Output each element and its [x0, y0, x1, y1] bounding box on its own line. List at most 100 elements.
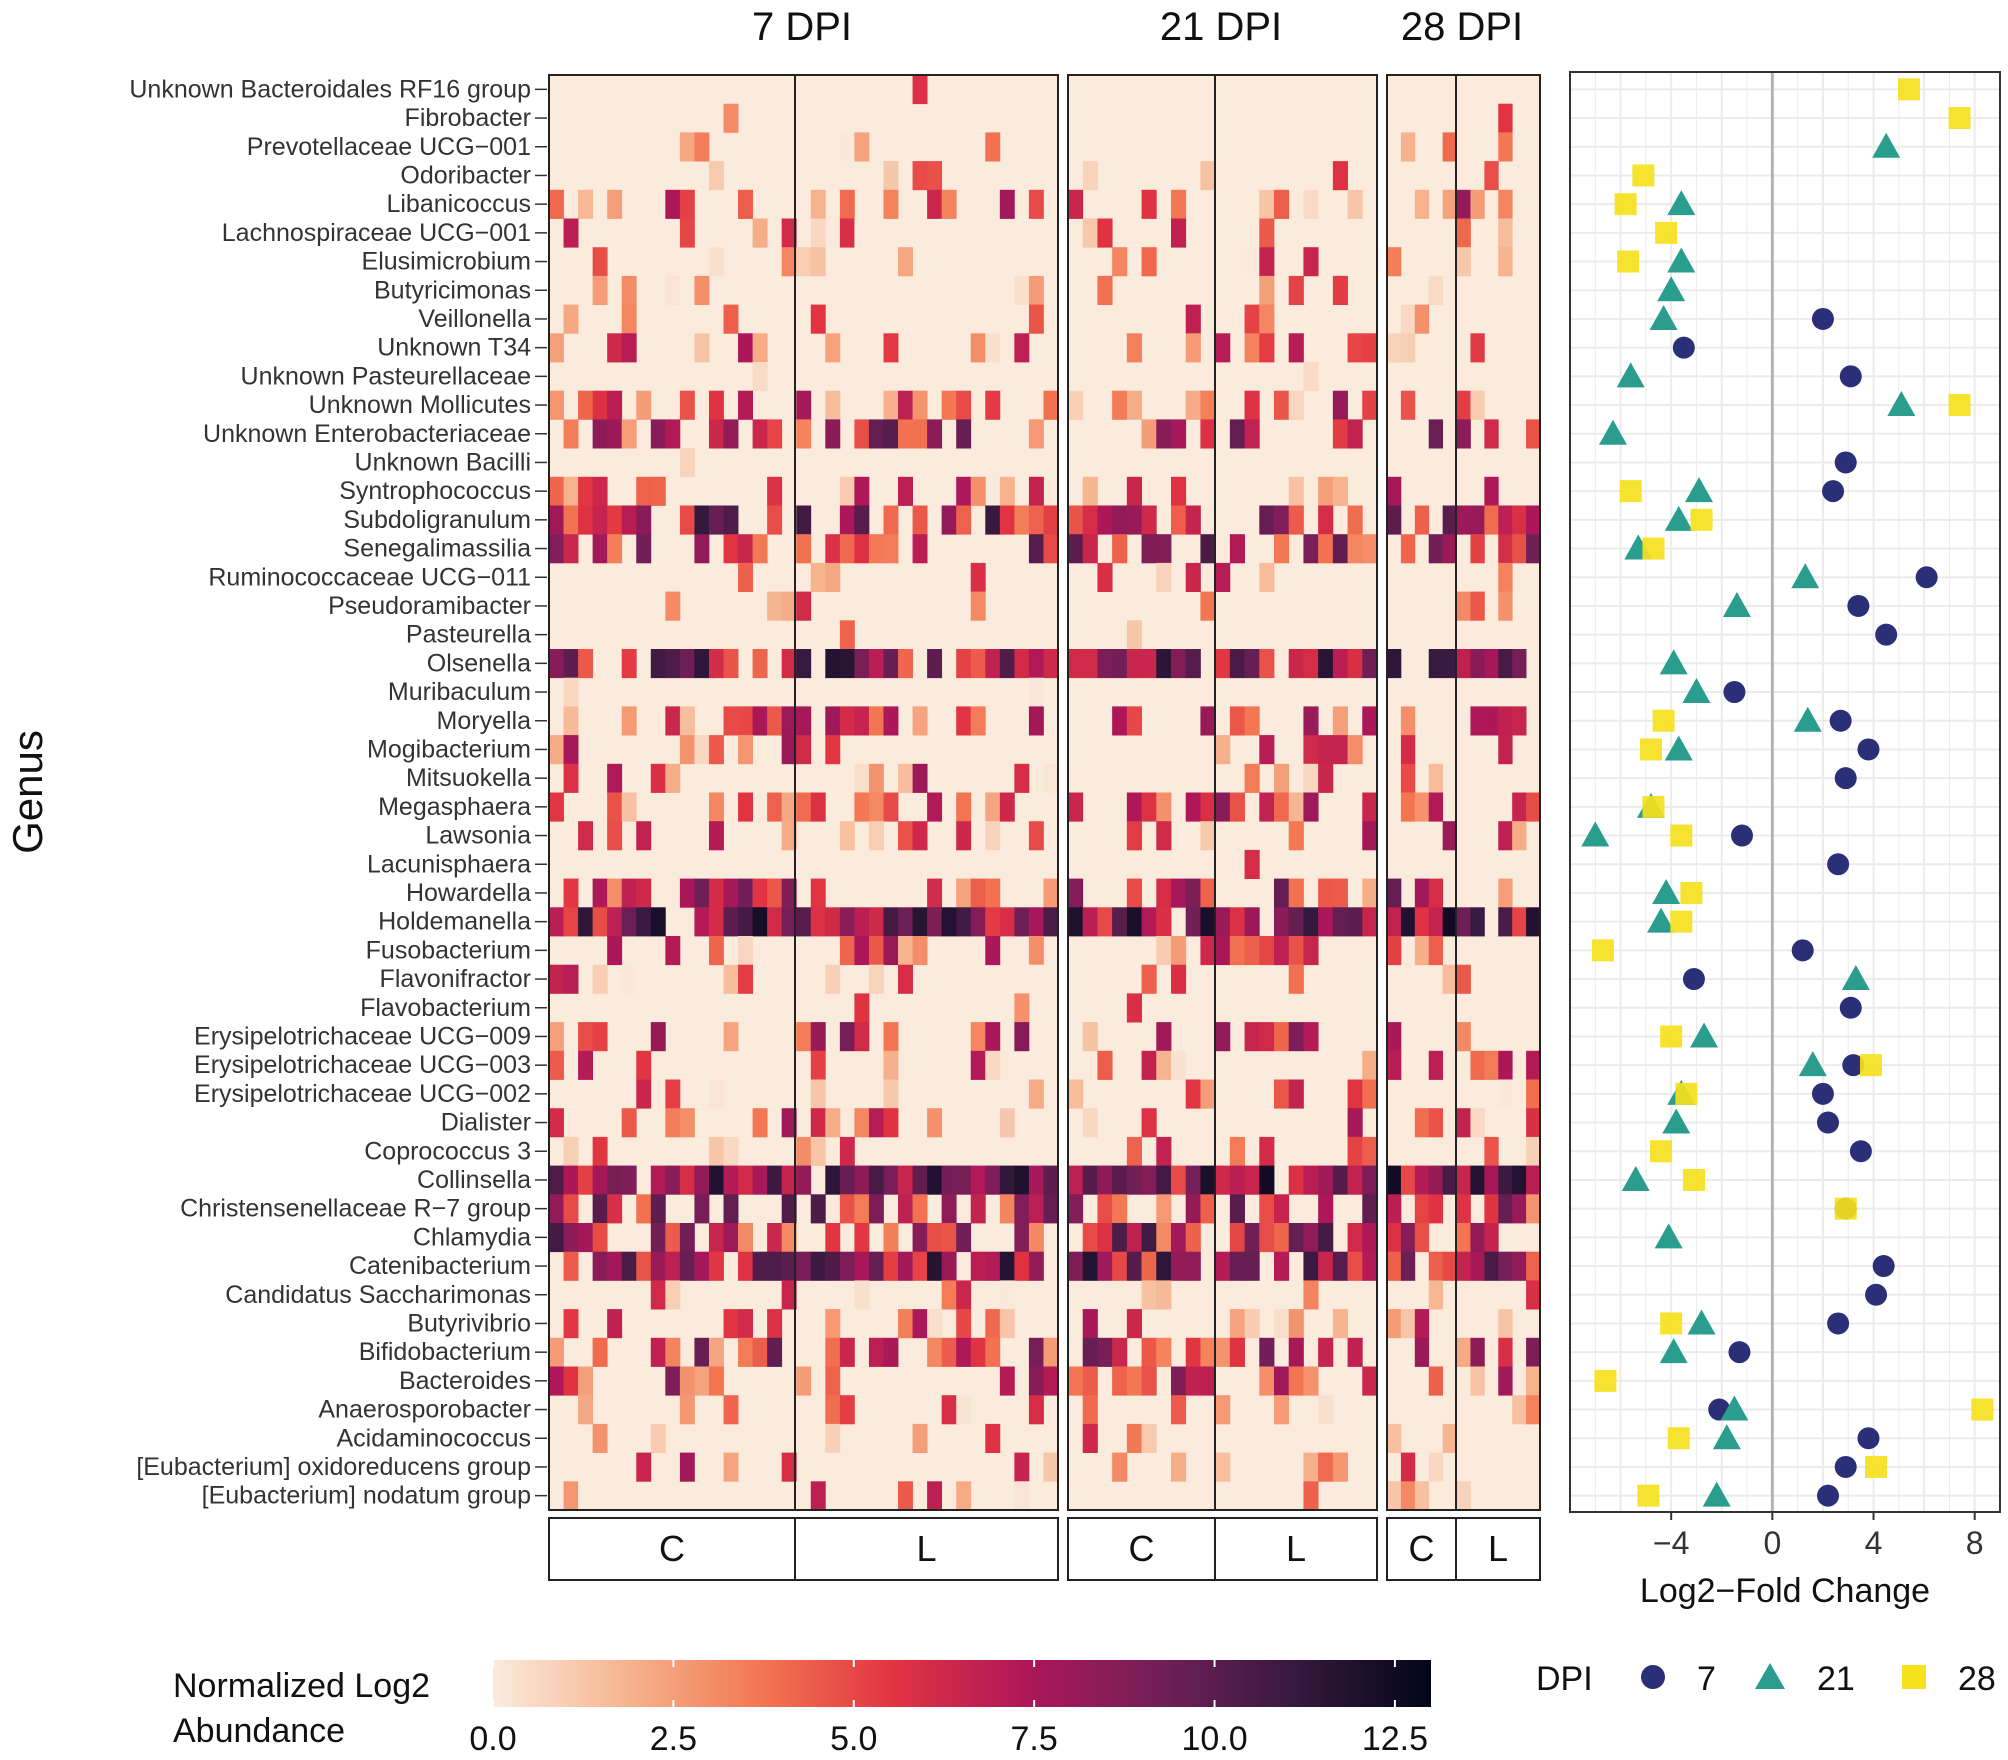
heatmap-cell [592, 390, 608, 420]
heatmap-cell [708, 907, 724, 937]
genus-label: Mogibacterium [367, 735, 531, 763]
heatmap-cell [956, 821, 972, 851]
heatmap-cell [1498, 1050, 1513, 1080]
heatmap-cell [999, 1251, 1015, 1281]
heatmap-cell [1498, 1251, 1513, 1281]
genus-label: Fusobacterium [366, 936, 531, 964]
heatmap-cell [679, 1452, 695, 1482]
heatmap-cell [854, 763, 870, 793]
heatmap-cell [927, 1108, 943, 1138]
heatmap-cell [985, 1309, 1001, 1339]
heatmap-cell [1141, 1337, 1157, 1367]
heatmap-cell [825, 1366, 841, 1396]
heatmap-cell [956, 476, 972, 506]
heatmap-cell [1387, 1194, 1402, 1224]
heatmap-cell [912, 419, 928, 449]
heatmap-cell [1387, 505, 1402, 535]
heatmap-cell [621, 792, 637, 822]
heatmap-cell [1141, 1280, 1157, 1310]
panel-title-21dpi: 21 DPI [1160, 5, 1282, 49]
point-dpi-7 [1723, 681, 1746, 704]
heatmap-cell [1347, 1079, 1363, 1109]
heatmap-cell [1400, 1309, 1416, 1339]
heatmap-cell [970, 1194, 986, 1224]
heatmap-cell [1303, 1223, 1319, 1253]
heatmap-cell [1274, 1194, 1290, 1224]
heatmap-cell [738, 1165, 753, 1195]
heatmap-cell [665, 189, 681, 219]
heatmap-cell [1185, 907, 1201, 937]
heatmap-cell [723, 907, 739, 937]
heatmap-cell [1274, 878, 1290, 908]
heatmap-cell [723, 964, 739, 994]
heatmap-cell [1185, 304, 1201, 334]
heatmap-cell [912, 1251, 928, 1281]
heatmap-cell [607, 763, 623, 793]
heatmap-cell [1082, 161, 1098, 191]
heatmap-cell [1126, 1309, 1142, 1339]
heatmap-cell [796, 1136, 812, 1166]
heatmap-cell [810, 247, 826, 277]
heatmap-cell [1288, 964, 1304, 994]
heatmap-cell [723, 1395, 739, 1425]
heatmap-cell [1288, 390, 1304, 420]
heatmap-cell [883, 649, 899, 679]
point-dpi-7 [1842, 1054, 1865, 1077]
heatmap-cell [1318, 763, 1334, 793]
heatmap-cell [796, 505, 812, 535]
heatmap-cell [898, 649, 913, 679]
heatmap-cell [941, 1251, 957, 1281]
heatmap-cell [679, 448, 695, 478]
heatmap-cell [956, 907, 972, 937]
heatmap-cell [1141, 505, 1157, 535]
heatmap-cell [1526, 1136, 1541, 1166]
heatmap-cell [1288, 1337, 1304, 1367]
group-label: L [916, 1528, 936, 1569]
heatmap-cell [1112, 649, 1128, 679]
heatmap-cell [1484, 1251, 1499, 1281]
heatmap-cell [1303, 189, 1319, 219]
heatmap-cell [839, 936, 855, 966]
heatmap-cell [1512, 505, 1527, 535]
heatmap-cell [1470, 333, 1485, 363]
heatmap-cell [883, 1337, 899, 1367]
heatmap-cell [1043, 1165, 1059, 1195]
heatmap-cell [1303, 1022, 1319, 1052]
heatmap-cell [985, 1165, 1001, 1195]
heatmap-cell [694, 505, 710, 535]
heatmap-cell [1498, 1165, 1513, 1195]
heatmap-cell [767, 1337, 783, 1367]
heatmap-cell [1303, 1452, 1319, 1482]
heatmap-cell [708, 161, 724, 191]
heatmap-cell [1442, 189, 1457, 219]
heatmap-cell [1141, 964, 1157, 994]
heatmap-cell [592, 1337, 608, 1367]
heatmap-cell [723, 505, 739, 535]
group-label: L [1488, 1528, 1508, 1569]
group-label: C [1129, 1528, 1155, 1569]
heatmap-cell [985, 1022, 1001, 1052]
heatmap-cell [650, 419, 666, 449]
heatmap-cell [607, 878, 623, 908]
heatmap-cell [1498, 591, 1513, 621]
heatmap-cell [1498, 1337, 1513, 1367]
heatmap-cell [1141, 1165, 1157, 1195]
heatmap-cell [868, 649, 884, 679]
heatmap-cell [1442, 907, 1457, 937]
heatmap-cell [1259, 304, 1275, 334]
heatmap-cell [810, 189, 826, 219]
heatmap-cell [912, 1423, 928, 1453]
heatmap-cell [1362, 390, 1378, 420]
heatmap-cell [810, 1194, 826, 1224]
heatmap-cell [883, 1108, 899, 1138]
heatmap-cell [738, 1309, 753, 1339]
heatmap-cell [854, 1165, 870, 1195]
heatmap-cell [679, 706, 695, 736]
heatmap-cell [941, 1337, 957, 1367]
heatmap-cell [1126, 907, 1142, 937]
heatmap-cell [607, 333, 623, 363]
heatmap-cell [941, 1194, 957, 1224]
heatmap-cell [1244, 419, 1260, 449]
heatmap-cell [592, 1136, 608, 1166]
heatmap-cell [578, 1165, 594, 1195]
